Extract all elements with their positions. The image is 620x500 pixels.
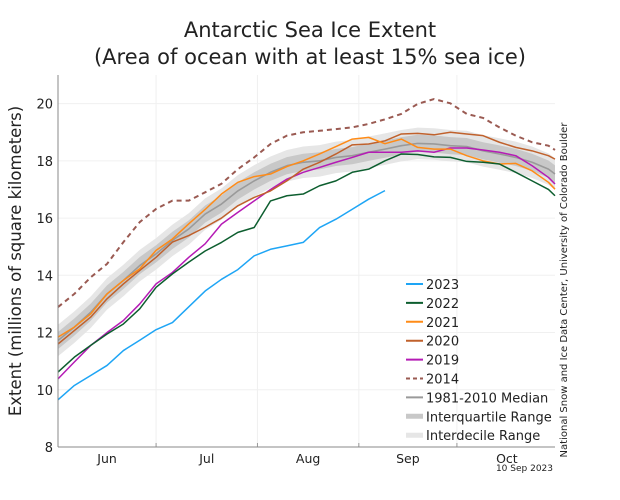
series-line-2014 [57,98,556,308]
legend-label: 2020 [426,335,459,350]
series-line-2023 [57,189,386,401]
series-line-2021 [57,136,556,338]
y-tick-label: 16 [36,212,53,227]
y-tick-label: 10 [36,384,53,399]
x-tick-label: Aug [296,451,320,466]
y-axis-label: Extent (millions of square kilometers) [6,106,25,416]
series-line-2022 [57,153,556,373]
chart-subtitle: (Area of ocean with at least 15% sea ice… [94,45,526,69]
interquartile-band [58,134,555,350]
y-tick-label: 14 [36,269,53,284]
legend-label: 2014 [426,373,459,388]
series-lines [57,98,556,401]
y-tick-label: 20 [36,98,53,113]
range-bands [58,127,555,357]
series-line-2019 [57,147,556,380]
legend-label: 2021 [426,316,459,331]
legend: 2023 2022 2021 2020 2019 2014 1981-2010 Median… [406,278,552,444]
x-tick-label: Sep [396,451,420,466]
y-tick-label: 18 [36,155,53,170]
legend-label: 2022 [426,297,459,312]
series-line-2020 [57,131,556,345]
legend-label: 2019 [426,354,459,369]
x-tick-label: Oct [496,451,518,466]
legend-label: Interdecile Range [426,429,540,444]
y-tick-label: 8 [45,441,53,456]
y-tick-label: 12 [36,327,53,342]
legend-label: 1981-2010 Median [426,391,548,406]
chart-title: Antarctic Sea Ice Extent [184,18,436,42]
x-tick-label: Jun [96,451,117,466]
credit-text: National Snow and Ice Data Center, Unive… [559,122,570,458]
date-stamp: 10 Sep 2023 [496,464,553,474]
legend-label: 2023 [426,278,459,293]
x-tick-label: Jul [198,451,214,466]
axes: 8 10 12 14 16 18 20 Jun Jul Aug Sep Oct [36,75,555,466]
legend-label: Interquartile Range [426,410,552,425]
